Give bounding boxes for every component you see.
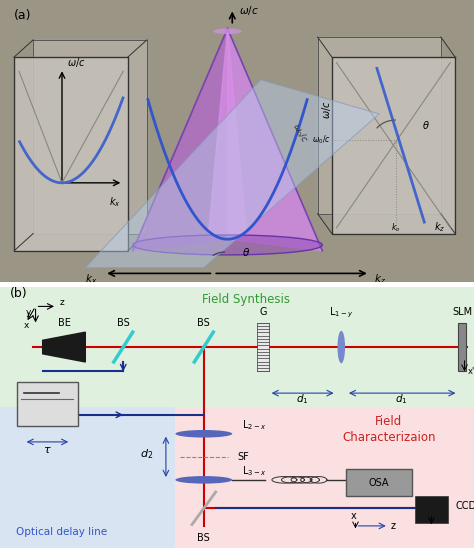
Text: OSA: OSA [369,478,390,488]
Text: x: x [24,321,29,330]
Ellipse shape [213,29,242,34]
Text: z: z [59,298,64,307]
Text: BE: BE [57,318,71,328]
FancyBboxPatch shape [0,0,474,288]
Bar [0,406,175,547]
Text: BS: BS [198,318,210,328]
Text: $k_o$: $k_o$ [391,222,401,234]
Text: x: x [351,511,356,521]
Text: L$_{1-y}$: L$_{1-y}$ [329,306,354,320]
Text: BS: BS [198,533,210,542]
Text: y: y [26,307,31,316]
Text: $\theta$: $\theta$ [242,246,250,258]
Bar [415,496,448,523]
Polygon shape [14,57,128,251]
Ellipse shape [133,235,322,255]
Bar [17,382,78,426]
Bar [257,323,269,372]
Text: x': x' [468,367,474,376]
Text: $k_x$: $k_x$ [85,272,98,286]
FancyBboxPatch shape [346,469,412,496]
Text: $k_x$: $k_x$ [109,196,121,210]
Text: $d_1$: $d_1$ [395,393,408,406]
Polygon shape [43,332,85,362]
Text: $k_z$: $k_z$ [434,221,446,234]
Text: CCD: CCD [455,500,474,510]
Text: $\omega/c$: $\omega/c$ [67,55,85,69]
Polygon shape [332,57,455,233]
Polygon shape [85,80,379,268]
Text: L$_{2-x}$: L$_{2-x}$ [242,419,266,432]
Text: z: z [391,520,396,531]
Text: SLM: SLM [452,307,472,317]
Polygon shape [33,40,147,233]
Polygon shape [228,28,322,251]
Text: $\omega_0/c$: $\omega_0/c$ [312,134,331,146]
Text: BS: BS [117,318,129,328]
Bar [0,288,474,406]
Text: $d_1$: $d_1$ [296,393,309,406]
Text: Characterizaion: Characterizaion [342,431,436,444]
Text: L$_{3-x}$: L$_{3-x}$ [242,465,266,478]
Text: SF: SF [237,452,249,462]
Text: $\theta$: $\theta$ [422,118,430,131]
Text: Optical delay line: Optical delay line [16,527,107,537]
Ellipse shape [175,476,232,484]
Ellipse shape [175,430,232,437]
Polygon shape [318,37,441,213]
Text: $\omega_0/c$: $\omega_0/c$ [289,121,311,146]
Text: $\omega/c$: $\omega/c$ [239,4,259,17]
Text: $d_2$: $d_2$ [140,447,154,461]
Text: Field Synthesis: Field Synthesis [202,293,291,306]
Text: Field: Field [375,415,402,428]
Polygon shape [209,28,246,233]
Polygon shape [133,28,228,251]
Text: G: G [259,307,267,317]
Text: $\omega/c$: $\omega/c$ [320,101,333,119]
Ellipse shape [337,331,345,363]
Text: $k_z$: $k_z$ [374,272,386,286]
Text: (b): (b) [9,288,27,300]
Bar [175,406,474,547]
Text: $\tau$: $\tau$ [43,445,52,455]
Text: (a): (a) [14,8,32,22]
Bar [458,323,466,372]
